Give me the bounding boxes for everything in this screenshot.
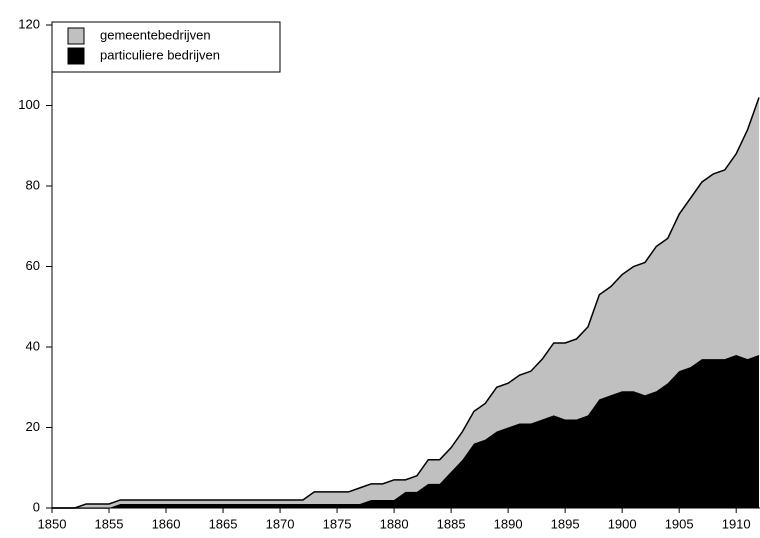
x-tick-label: 1865 [209, 516, 238, 531]
x-tick-label: 1905 [665, 516, 694, 531]
area [52, 355, 759, 508]
y-tick-label: 80 [26, 177, 40, 192]
y-tick-label: 40 [26, 338, 40, 353]
x-tick-label: 1850 [38, 516, 67, 531]
y-tick-label: 100 [18, 97, 40, 112]
x-tick-label: 1885 [437, 516, 466, 531]
area [52, 97, 759, 508]
x-tick-label: 1890 [494, 516, 523, 531]
y-tick-label: 0 [33, 499, 40, 514]
x-tick-label: 1880 [380, 516, 409, 531]
x-tick-label: 1900 [608, 516, 637, 531]
legend-swatch [67, 27, 85, 45]
y-tick-label: 20 [26, 419, 40, 434]
x-tick-label: 1910 [722, 516, 751, 531]
y-tick-label: 60 [26, 258, 40, 273]
area-outline [52, 97, 760, 509]
x-tick-label: 1855 [95, 516, 124, 531]
legend-label: gemeentebedrijven [100, 27, 211, 42]
legend-frame [51, 21, 281, 73]
x-tick-label: 1870 [266, 516, 295, 531]
legend-label: particuliere bedrijven [100, 47, 220, 62]
x-tick-label: 1895 [551, 516, 580, 531]
x-tick-label: 1860 [152, 516, 181, 531]
y-tick-label: 120 [18, 16, 40, 31]
legend-swatch [67, 47, 85, 65]
x-tick-label: 1875 [323, 516, 352, 531]
